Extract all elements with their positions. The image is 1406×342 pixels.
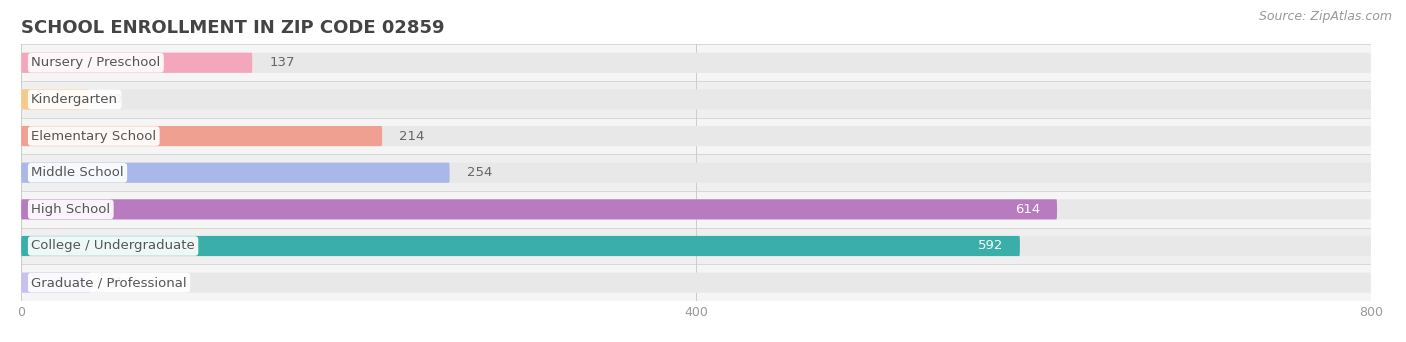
FancyBboxPatch shape xyxy=(21,89,89,109)
Text: 214: 214 xyxy=(399,130,425,143)
Text: College / Undergraduate: College / Undergraduate xyxy=(31,239,195,252)
FancyBboxPatch shape xyxy=(21,53,252,73)
FancyBboxPatch shape xyxy=(21,236,1019,256)
Text: Graduate / Professional: Graduate / Professional xyxy=(31,276,187,289)
Text: Source: ZipAtlas.com: Source: ZipAtlas.com xyxy=(1258,10,1392,23)
Text: SCHOOL ENROLLMENT IN ZIP CODE 02859: SCHOOL ENROLLMENT IN ZIP CODE 02859 xyxy=(21,19,444,37)
Text: 41: 41 xyxy=(107,276,124,289)
Text: 137: 137 xyxy=(269,56,295,69)
Text: Elementary School: Elementary School xyxy=(31,130,156,143)
Bar xyxy=(21,81,1371,118)
FancyBboxPatch shape xyxy=(21,199,1371,220)
FancyBboxPatch shape xyxy=(21,163,1371,183)
Bar xyxy=(21,44,1371,81)
Text: 592: 592 xyxy=(977,239,1002,252)
FancyBboxPatch shape xyxy=(21,236,1371,256)
FancyBboxPatch shape xyxy=(21,199,1057,220)
FancyBboxPatch shape xyxy=(21,126,1371,146)
FancyBboxPatch shape xyxy=(21,126,382,146)
FancyBboxPatch shape xyxy=(21,89,1371,109)
Text: 614: 614 xyxy=(1015,203,1040,216)
Bar xyxy=(21,191,1371,228)
FancyBboxPatch shape xyxy=(21,163,450,183)
FancyBboxPatch shape xyxy=(21,273,1371,293)
FancyBboxPatch shape xyxy=(21,53,1371,73)
Text: 254: 254 xyxy=(467,166,492,179)
FancyBboxPatch shape xyxy=(21,273,90,293)
Text: Nursery / Preschool: Nursery / Preschool xyxy=(31,56,160,69)
Bar xyxy=(21,264,1371,301)
Bar xyxy=(21,118,1371,154)
Bar xyxy=(21,228,1371,264)
Text: Kindergarten: Kindergarten xyxy=(31,93,118,106)
Text: High School: High School xyxy=(31,203,110,216)
Bar xyxy=(21,154,1371,191)
Text: Middle School: Middle School xyxy=(31,166,124,179)
Text: 40: 40 xyxy=(105,93,122,106)
